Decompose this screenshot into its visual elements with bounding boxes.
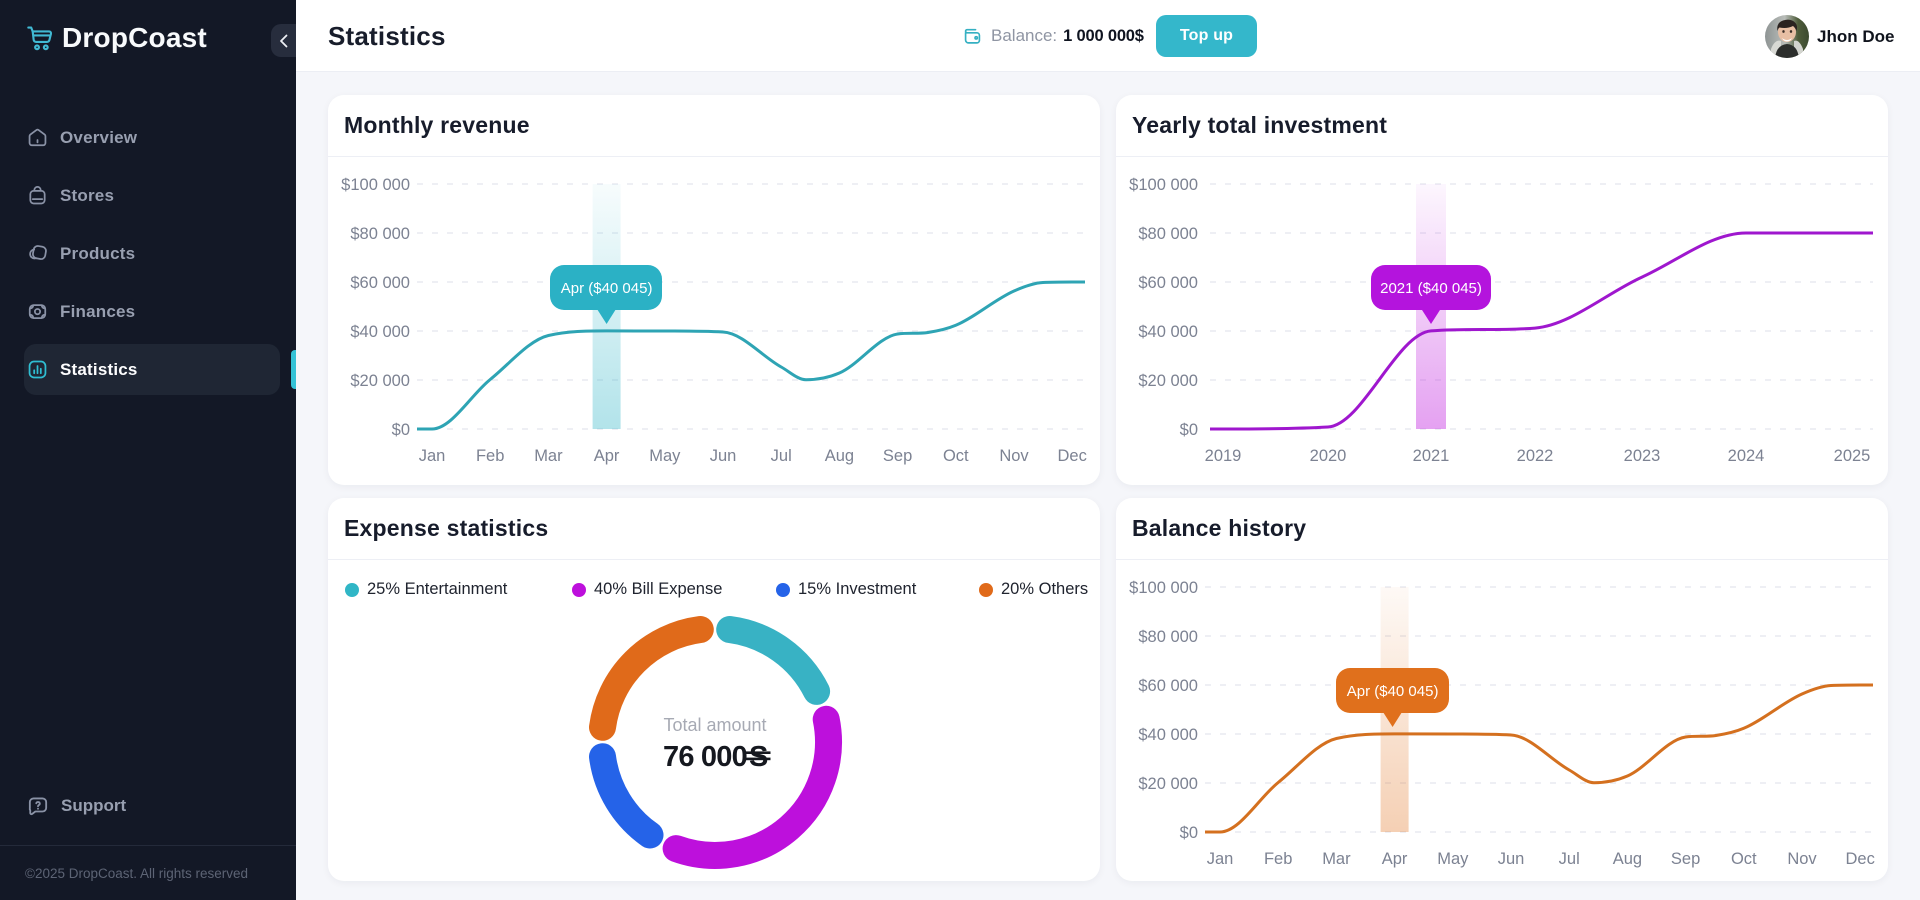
svg-text:Jul: Jul xyxy=(1559,850,1580,868)
svg-text:$0: $0 xyxy=(1180,824,1198,842)
svg-text:2019: 2019 xyxy=(1205,447,1242,465)
svg-text:Total amount: Total amount xyxy=(663,715,766,735)
svg-text:$20 000: $20 000 xyxy=(1138,775,1198,793)
svg-text:$20 000: $20 000 xyxy=(1138,372,1198,390)
svg-text:Apr ($40 045): Apr ($40 045) xyxy=(561,280,653,297)
svg-text:$0: $0 xyxy=(1180,421,1198,439)
svg-text:Mar: Mar xyxy=(1322,850,1351,868)
svg-text:$60 000: $60 000 xyxy=(1138,677,1198,695)
svg-text:$100 000: $100 000 xyxy=(1129,176,1198,194)
svg-text:$40 000: $40 000 xyxy=(1138,726,1198,744)
svg-text:76 000: 76 000 xyxy=(663,741,747,773)
svg-text:Apr: Apr xyxy=(594,447,620,465)
svg-text:Feb: Feb xyxy=(1264,850,1292,868)
svg-text:Oct: Oct xyxy=(1731,850,1757,868)
svg-text:Aug: Aug xyxy=(1613,850,1642,868)
svg-text:2021 ($40 045): 2021 ($40 045) xyxy=(1380,280,1482,297)
svg-text:$80 000: $80 000 xyxy=(1138,628,1198,646)
svg-text:2024: 2024 xyxy=(1728,447,1765,465)
svg-text:S: S xyxy=(749,741,768,773)
svg-text:May: May xyxy=(649,447,681,465)
svg-text:Oct: Oct xyxy=(943,447,969,465)
svg-text:Nov: Nov xyxy=(999,447,1029,465)
svg-text:Nov: Nov xyxy=(1787,850,1817,868)
svg-text:Apr ($40 045): Apr ($40 045) xyxy=(1347,683,1439,700)
svg-text:$0: $0 xyxy=(392,421,410,439)
svg-text:Jan: Jan xyxy=(419,447,446,465)
svg-text:Sep: Sep xyxy=(883,447,912,465)
svg-text:May: May xyxy=(1437,850,1469,868)
svg-text:$60 000: $60 000 xyxy=(1138,274,1198,292)
svg-text:Dec: Dec xyxy=(1846,850,1875,868)
svg-text:$40 000: $40 000 xyxy=(1138,323,1198,341)
svg-text:$20 000: $20 000 xyxy=(350,372,410,390)
svg-text:$60 000: $60 000 xyxy=(350,274,410,292)
svg-text:2025: 2025 xyxy=(1834,447,1871,465)
svg-text:2023: 2023 xyxy=(1624,447,1661,465)
svg-text:2020: 2020 xyxy=(1310,447,1347,465)
svg-text:2021: 2021 xyxy=(1413,447,1450,465)
svg-text:Feb: Feb xyxy=(476,447,504,465)
svg-text:Jul: Jul xyxy=(771,447,792,465)
svg-text:Jun: Jun xyxy=(710,447,737,465)
svg-text:Sep: Sep xyxy=(1671,850,1700,868)
svg-text:Dec: Dec xyxy=(1058,447,1087,465)
svg-text:Jun: Jun xyxy=(1498,850,1525,868)
svg-text:$100 000: $100 000 xyxy=(1129,579,1198,597)
svg-text:$100 000: $100 000 xyxy=(341,176,410,194)
svg-text:Aug: Aug xyxy=(825,447,854,465)
svg-text:Mar: Mar xyxy=(534,447,563,465)
svg-text:Apr: Apr xyxy=(1382,850,1408,868)
svg-text:$80 000: $80 000 xyxy=(350,225,410,243)
svg-text:2022: 2022 xyxy=(1517,447,1554,465)
svg-text:Jan: Jan xyxy=(1207,850,1234,868)
svg-text:$80 000: $80 000 xyxy=(1138,225,1198,243)
svg-text:$40 000: $40 000 xyxy=(350,323,410,341)
